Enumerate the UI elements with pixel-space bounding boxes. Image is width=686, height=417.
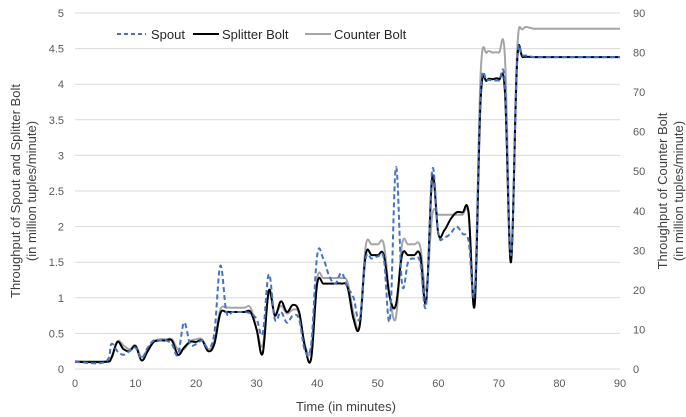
y-right-tick-label: 10 xyxy=(633,324,645,336)
legend: Spout Splitter Bolt Counter Bolt xyxy=(117,27,407,42)
y-right-tick-label: 30 xyxy=(633,245,645,257)
x-tick-label: 70 xyxy=(493,378,505,390)
left-axis-title-line1: Throughput of Spout and Splitter Bolt xyxy=(8,84,23,298)
left-axis-title: Throughput of Spout and Splitter Bolt (i… xyxy=(8,84,39,298)
y-left-tick-label: 1.5 xyxy=(49,257,64,269)
x-tick-label: 0 xyxy=(72,378,78,390)
right-axis-title-line2: (in million tuples/minute) xyxy=(671,121,686,261)
y-right-tick-label: 20 xyxy=(633,285,645,297)
y-right-tick-label: 40 xyxy=(633,206,645,218)
y-left-tick-label: 4 xyxy=(58,79,64,91)
y-right-tick-label: 90 xyxy=(633,8,645,20)
legend-label-counter-bolt: Counter Bolt xyxy=(334,27,407,42)
right-axis-title: Throughput of Counter Bolt (in million t… xyxy=(655,112,686,269)
y-left-tick-label: 2 xyxy=(58,222,64,234)
y-left-tick-label: 5 xyxy=(58,8,64,20)
x-tick-label: 20 xyxy=(190,378,202,390)
y-right-tick-label: 60 xyxy=(633,127,645,139)
x-tick-label: 60 xyxy=(432,378,444,390)
legend-label-splitter-bolt: Splitter Bolt xyxy=(222,27,289,42)
tick-labels: 00.511.522.533.544.550102030405060708090… xyxy=(49,8,646,390)
x-tick-label: 90 xyxy=(614,378,626,390)
x-tick-label: 50 xyxy=(372,378,384,390)
x-tick-label: 40 xyxy=(311,378,323,390)
y-left-tick-label: 3.5 xyxy=(49,115,64,127)
legend-item-spout: Spout xyxy=(117,27,185,42)
series-lines xyxy=(74,25,620,365)
x-tick-label: 10 xyxy=(129,378,141,390)
y-right-tick-label: 50 xyxy=(633,166,645,178)
y-left-tick-label: 3 xyxy=(58,150,64,162)
y-right-tick-label: 70 xyxy=(633,87,645,99)
y-left-tick-label: 0.5 xyxy=(49,328,64,340)
series-line-counter-bolt xyxy=(74,25,620,363)
y-right-tick-label: 0 xyxy=(633,364,639,376)
x-tick-label: 80 xyxy=(553,378,565,390)
y-left-tick-label: 1 xyxy=(58,293,64,305)
legend-label-spout: Spout xyxy=(151,27,185,42)
series-line-splitter-bolt xyxy=(74,44,620,364)
y-left-tick-label: 0 xyxy=(58,364,64,376)
legend-item-splitter-bolt: Splitter Bolt xyxy=(193,27,289,42)
legend-item-counter-bolt: Counter Bolt xyxy=(305,27,407,42)
x-tick-label: 30 xyxy=(251,378,263,390)
y-left-tick-label: 2.5 xyxy=(49,186,64,198)
left-axis-title-line2: (in million tuples/minute) xyxy=(24,121,39,261)
y-right-tick-label: 80 xyxy=(633,48,645,60)
y-left-tick-label: 4.5 xyxy=(49,44,64,56)
series-line-spout xyxy=(74,44,620,365)
right-axis-title-line1: Throughput of Counter Bolt xyxy=(655,112,670,269)
gridlines xyxy=(75,12,620,370)
x-axis-title: Time (in minutes) xyxy=(296,399,396,414)
